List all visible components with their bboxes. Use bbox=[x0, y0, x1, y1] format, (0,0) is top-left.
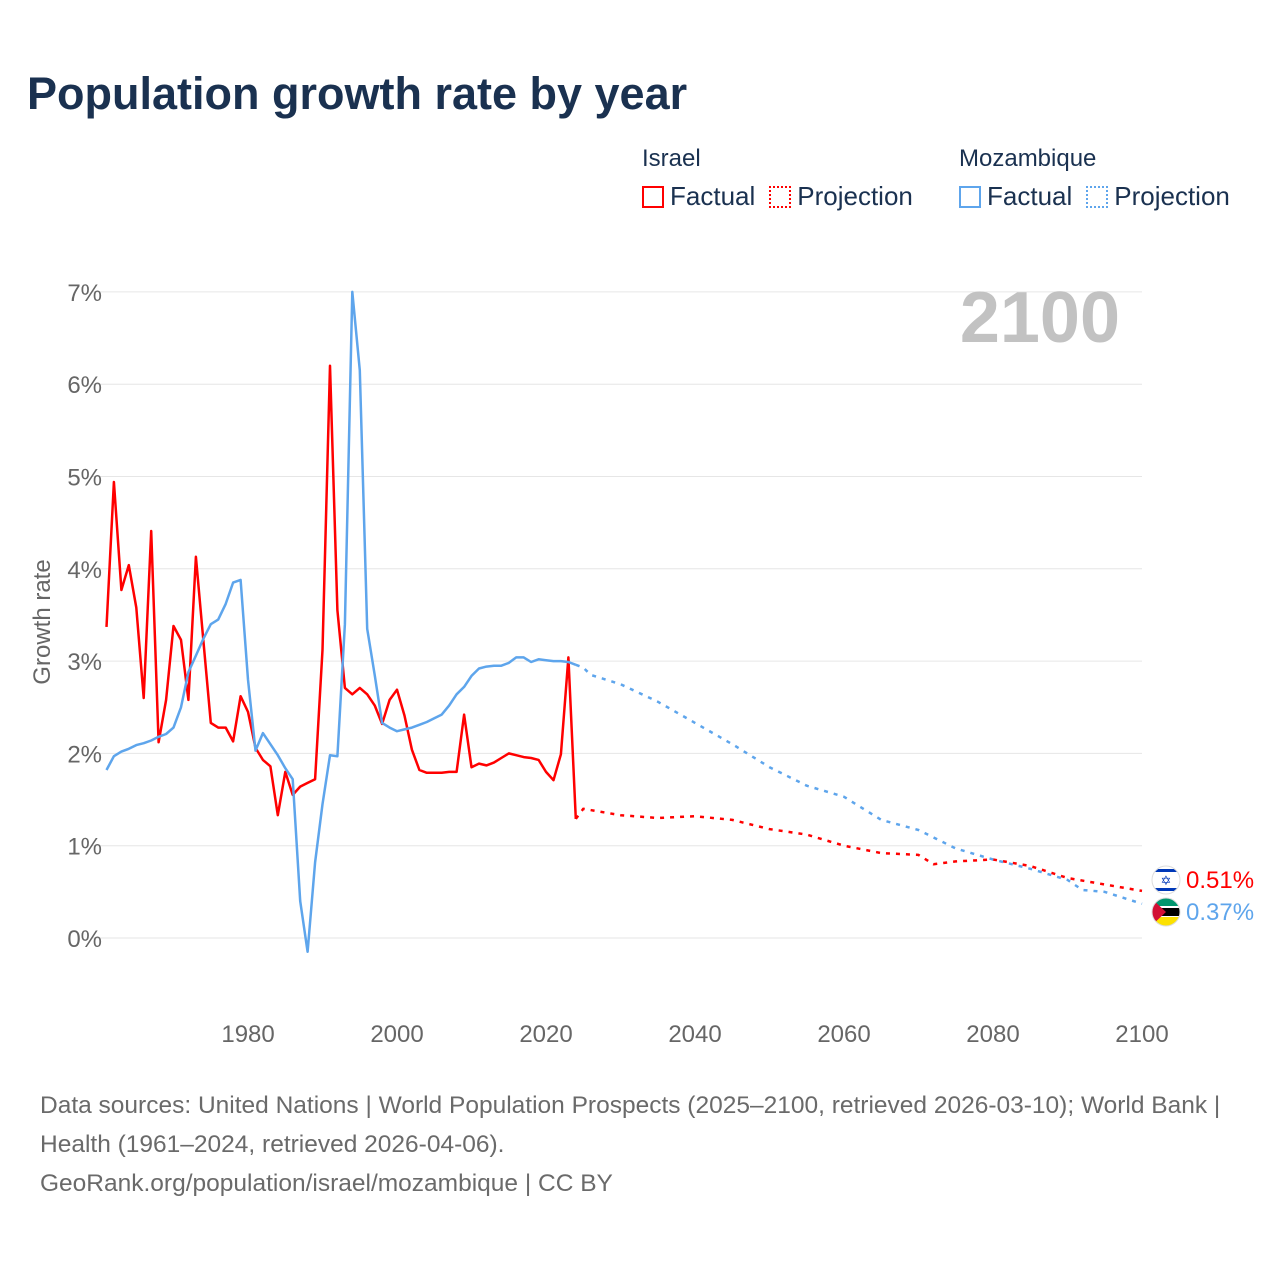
israel-projection-line bbox=[574, 807, 1143, 893]
x-tick-label: 2020 bbox=[519, 1021, 572, 1048]
chart-title: Population growth rate by year bbox=[27, 68, 688, 119]
legend-israel-title: Israel bbox=[642, 145, 701, 172]
legend-swatch-dotted bbox=[1086, 185, 1109, 208]
legend-label: Projection bbox=[797, 181, 913, 211]
legend-label: Factual bbox=[987, 181, 1073, 211]
legend-israel: Israel Factual Projection bbox=[642, 145, 913, 212]
x-tick-label: 2000 bbox=[370, 1021, 423, 1048]
line-chart: 0% 1% 2% 3% 4% 5% 6% 7% 1980 2000 2020 2040 2060 2080… bbox=[29, 278, 1254, 1048]
y-axis-label: Growth rate bbox=[29, 559, 56, 684]
x-tick-label: 2080 bbox=[966, 1021, 1019, 1048]
y-tick-label: 7% bbox=[67, 280, 102, 307]
israel-factual-line bbox=[105, 364, 578, 819]
y-tick-label: 4% bbox=[67, 557, 102, 584]
end-value-label: 0.51% bbox=[1186, 867, 1254, 894]
legend-swatch-dotted bbox=[769, 185, 792, 208]
mozambique-flag-icon bbox=[1151, 897, 1181, 927]
y-tick-label: 1% bbox=[67, 834, 102, 861]
end-value-label: 0.37% bbox=[1186, 899, 1254, 926]
mozambique-factual-line bbox=[105, 290, 577, 954]
y-tick-label: 5% bbox=[67, 465, 102, 492]
legend-israel-factual[interactable]: Factual bbox=[642, 181, 755, 212]
legend-label: Projection bbox=[1114, 181, 1230, 211]
legend-mozambique-title: Mozambique bbox=[959, 145, 1097, 172]
y-tick-label: 6% bbox=[67, 372, 102, 399]
y-tick-label: 2% bbox=[67, 741, 102, 768]
year-display: 2100 bbox=[960, 278, 1120, 358]
x-tick-label: 1980 bbox=[221, 1021, 274, 1048]
credit-link[interactable]: GeoRank.org/population/israel/mozambique… bbox=[40, 1170, 613, 1197]
data-sources: Data sources: United Nations | World Pop… bbox=[40, 1092, 1221, 1158]
y-tick-label: 3% bbox=[67, 649, 102, 676]
y-tick-label: 0% bbox=[67, 926, 102, 953]
x-tick-label: 2060 bbox=[817, 1021, 870, 1048]
mozambique-projection-line bbox=[575, 663, 1143, 905]
x-tick-label: 2100 bbox=[1115, 1021, 1168, 1048]
legend-label: Factual bbox=[670, 181, 756, 211]
svg-text:✡: ✡ bbox=[1161, 873, 1172, 888]
israel-flag-icon: ✡ bbox=[1151, 865, 1181, 895]
legend-mozambique-factual[interactable]: Factual bbox=[959, 181, 1072, 212]
legend-swatch-solid bbox=[959, 185, 981, 208]
legend-swatch-solid bbox=[642, 185, 664, 208]
x-tick-label: 2040 bbox=[668, 1021, 721, 1048]
legend-mozambique-projection[interactable]: Projection bbox=[1086, 181, 1230, 212]
legend-mozambique: Mozambique Factual Projection bbox=[959, 145, 1230, 212]
legend-israel-projection[interactable]: Projection bbox=[769, 181, 913, 212]
